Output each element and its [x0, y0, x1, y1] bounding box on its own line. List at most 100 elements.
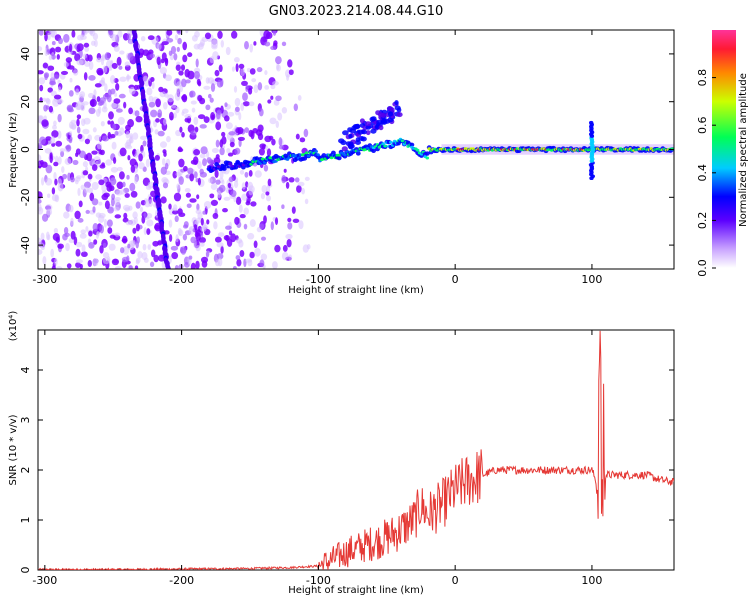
snr-x-tick-label: -100	[306, 574, 331, 587]
noise-speck	[234, 97, 241, 107]
noise-speck	[301, 187, 306, 195]
spectrogram-x-tick-label: 100	[581, 273, 602, 286]
plume-mark	[365, 121, 372, 127]
noise-speck	[220, 245, 224, 254]
noise-speck	[157, 254, 166, 262]
noise-speck	[91, 150, 98, 155]
snr-y-tick-label: 1	[19, 517, 32, 524]
noise-speck	[257, 133, 264, 141]
plume-mark	[374, 124, 380, 130]
noise-speck	[50, 248, 55, 258]
noise-speck	[234, 106, 240, 112]
noise-speck	[135, 223, 140, 232]
noise-speck	[236, 258, 242, 267]
noise-speck	[96, 96, 101, 103]
noise-speck	[203, 116, 210, 123]
noise-speck	[87, 259, 92, 268]
noise-speck	[51, 130, 59, 138]
noise-speck	[197, 95, 203, 102]
noise-speck	[94, 134, 102, 141]
noise-speck	[238, 112, 242, 121]
noise-speck	[150, 249, 156, 258]
noise-speck	[206, 219, 210, 225]
snr-frame	[37, 329, 675, 571]
noise-speck	[176, 30, 183, 35]
noise-speck	[178, 264, 184, 269]
colorbar-tick-label: 0.4	[696, 164, 709, 182]
signal-band-core	[226, 165, 230, 169]
noise-speck	[99, 245, 104, 254]
noise-speck	[161, 176, 169, 184]
noise-speck	[119, 147, 127, 157]
plume-mark	[360, 136, 367, 142]
noise-speck	[185, 192, 192, 198]
noise-speck	[158, 86, 164, 93]
signal-band-edge	[355, 151, 361, 156]
noise-speck	[267, 178, 272, 187]
noise-speck	[108, 65, 113, 71]
noise-speck	[74, 53, 81, 62]
noise-speck	[135, 240, 139, 249]
noise-speck	[195, 260, 200, 269]
noise-speck	[80, 229, 86, 235]
noise-speck	[271, 138, 276, 146]
noise-speck	[135, 257, 141, 264]
noise-speck	[297, 94, 302, 101]
noise-speck	[285, 181, 290, 189]
plume-mark	[359, 118, 365, 124]
noise-speck	[272, 30, 277, 36]
noise-speck	[283, 168, 287, 173]
noise-speck	[102, 257, 110, 265]
noise-speck	[177, 208, 183, 215]
noise-speck	[181, 95, 188, 101]
noise-speck	[104, 52, 111, 61]
noise-speck	[114, 214, 122, 219]
noise-speck	[210, 39, 219, 49]
snr-plot: -300 -200 -100 0 100 0 1 2 3 4 Height of straigh…	[8, 311, 675, 596]
noise-speck	[97, 159, 102, 165]
noise-speck	[127, 118, 134, 128]
noise-speck	[125, 139, 132, 147]
plume-mark	[370, 128, 377, 134]
noise-speck	[124, 193, 130, 198]
plume-mark	[394, 100, 399, 106]
signal-band-core	[235, 161, 240, 164]
colorbar-tick-label: 0.8	[696, 69, 709, 87]
noise-speck	[55, 140, 63, 147]
noise-speck	[68, 204, 74, 213]
noise-speck	[82, 170, 89, 176]
noise-speck	[248, 188, 254, 196]
noise-speck	[76, 114, 82, 120]
noise-speck	[264, 70, 268, 76]
snr-x-tick-label: 0	[452, 574, 459, 587]
noise-speck	[175, 106, 180, 114]
noise-speck	[57, 86, 62, 92]
noise-speck	[101, 162, 105, 167]
noise-speck	[295, 133, 300, 140]
noise-speck	[171, 104, 177, 109]
noise-speck	[93, 39, 98, 48]
noise-speck	[287, 217, 292, 223]
noise-speck	[182, 54, 188, 63]
noise-speck	[210, 199, 218, 206]
noise-speck	[140, 35, 146, 42]
noise-speck	[39, 84, 44, 92]
noise-speck	[245, 200, 251, 206]
noise-speck	[168, 203, 172, 210]
noise-speck	[193, 43, 201, 50]
noise-speck	[91, 181, 99, 191]
noise-speck	[272, 81, 279, 86]
noise-speck	[218, 64, 223, 73]
noise-speck	[114, 130, 119, 136]
noise-speck	[271, 261, 278, 269]
snr-x-axis-label: Height of straight line (km)	[288, 585, 424, 596]
noise-speck	[190, 262, 196, 269]
noise-speck	[142, 243, 147, 251]
noise-speck	[92, 206, 96, 213]
noise-speck	[229, 141, 235, 148]
noise-speck	[87, 173, 93, 180]
noise-speck	[249, 43, 254, 53]
noise-speck	[166, 135, 171, 143]
plume-mark	[396, 107, 402, 113]
noise-speck	[202, 210, 207, 215]
